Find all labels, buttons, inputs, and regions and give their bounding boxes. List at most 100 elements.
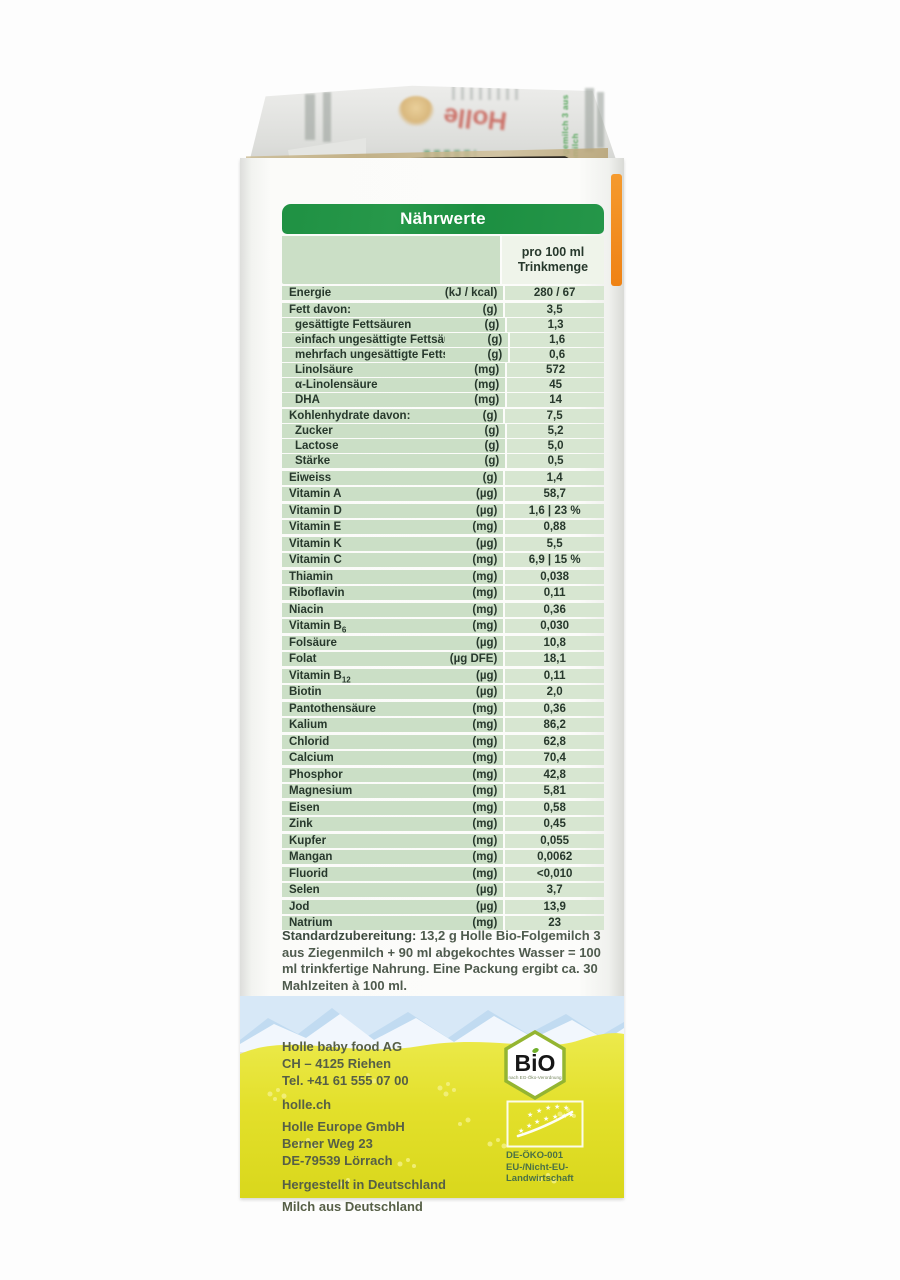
nutrient-unit: (mg) xyxy=(437,586,504,600)
nutrient-label: Fluorid xyxy=(282,866,438,881)
flap-fineprint-blur xyxy=(452,85,522,100)
text-line: Tel. +41 61 555 07 00 xyxy=(282,1073,409,1088)
nutrient-unit: (µg) xyxy=(437,668,504,683)
nutrition-row: Selen (µg) 3,7 xyxy=(282,883,605,897)
bio-logo-subtext: nach EG-Öko-Verordnung xyxy=(508,1074,562,1080)
nutrient-value: 7,5 xyxy=(505,409,605,423)
nutrition-row: Biotin (µg) 2,0 xyxy=(282,685,605,699)
nutrient-value: 70,4 xyxy=(505,751,605,765)
nutrient-label: Biotin xyxy=(282,685,438,699)
nutrient-value: 1,6 xyxy=(510,332,604,347)
nutrient-unit: (µg) xyxy=(437,536,504,551)
nutrient-value: 0,11 xyxy=(505,586,605,600)
nutrient-unit: (µg) xyxy=(437,899,504,914)
nutrient-value: 62,8 xyxy=(505,734,605,749)
svg-text:★: ★ xyxy=(536,1107,542,1115)
nutrient-value: 3,5 xyxy=(505,302,605,317)
nutrient-unit: (µg) xyxy=(437,685,504,699)
nutrition-row: mehrfach ungesättigte Fettsäuren (g) 0,6 xyxy=(282,347,604,362)
nutrition-row: Riboflavin (mg) 0,11 xyxy=(282,586,605,600)
svg-text:BiO: BiO xyxy=(515,1050,556,1076)
svg-text:★: ★ xyxy=(552,1113,558,1121)
nutrition-row: einfach ungesättigte Fettsäuren (g) 1,6 xyxy=(282,332,604,347)
nutrition-row: Thiamin (mg) 0,038 xyxy=(282,569,605,584)
nutrient-unit: (g) xyxy=(437,302,504,317)
nutrient-unit: (mg) xyxy=(437,701,504,716)
nutrient-unit: (mg) xyxy=(437,800,504,815)
nutrient-value: 18,1 xyxy=(505,652,605,666)
nutrient-value: 0,055 xyxy=(505,833,605,848)
nutrient-label: Linolsäure xyxy=(282,362,441,377)
nutrient-unit: (mg) xyxy=(437,569,504,584)
nutrition-row: Mangan (mg) 0,0062 xyxy=(282,850,605,864)
text-line: DE-79539 Lörrach xyxy=(282,1153,393,1168)
nutrient-label: Lactose xyxy=(282,439,441,453)
svg-text:★: ★ xyxy=(527,1111,533,1119)
nutrient-value: 5,0 xyxy=(507,439,604,453)
svg-text:★: ★ xyxy=(526,1122,532,1130)
nutrient-value: 572 xyxy=(507,362,604,377)
text-line: Landwirtschaft xyxy=(506,1173,574,1184)
nutrient-label: Zink xyxy=(282,817,438,831)
eco-certification-codes: DE-ÖKO-001 EU-/Nicht-EU- Landwirtschaft xyxy=(506,1150,574,1185)
nutrient-unit: (µg) xyxy=(437,487,504,501)
nutrition-row: Vitamin B6 (mg) 0,030 xyxy=(282,619,605,634)
nutrient-unit: (g) xyxy=(437,470,504,485)
nutrition-row: Eisen (mg) 0,58 xyxy=(282,800,605,815)
nutrition-row: Vitamin C (mg) 6,9 | 15 % xyxy=(282,553,605,567)
nutrient-value: 0,45 xyxy=(505,817,605,831)
flap-side-paragraph-blur xyxy=(597,92,604,148)
nutrition-rows: Energie (kJ / kcal) 280 / 67 Fett davon: (g)… xyxy=(282,286,605,930)
nutrient-unit: (µg) xyxy=(437,503,504,518)
nutrition-row: Vitamin K (µg) 5,5 xyxy=(282,536,605,551)
meadow-artwork: Holle baby food AG CH – 4125 Riehen Tel. +… xyxy=(240,1024,624,1214)
nutrient-unit: (mg) xyxy=(437,817,504,831)
text-line: Holle Europe GmbH xyxy=(282,1119,405,1134)
nutrient-unit: (kJ / kcal) xyxy=(437,286,504,300)
nutrition-row: Jod (µg) 13,9 xyxy=(282,899,605,914)
nutrient-value: 0,58 xyxy=(505,800,605,815)
nutrient-value: 14 xyxy=(507,392,604,407)
nutrition-row: gesättigte Fettsäuren (g) 1,3 xyxy=(282,317,604,332)
nutrient-label: Eiweiss xyxy=(282,470,438,485)
nutrient-value: 3,7 xyxy=(505,883,605,897)
nutrient-label: Vitamin D xyxy=(282,503,438,518)
address-switzerland: Holle baby food AG CH – 4125 Riehen Tel. +… xyxy=(282,1038,446,1089)
nutrient-unit: (mg) xyxy=(437,767,504,782)
preparation-instructions: Standardzubereitung: 13,2 g Holle Bio-Fo… xyxy=(282,928,612,994)
nutrient-value: 0,0062 xyxy=(505,850,605,864)
nutrient-unit: (mg) xyxy=(440,377,506,392)
nutrient-unit: (mg) xyxy=(437,520,504,534)
nutrient-unit: (mg) xyxy=(440,392,506,407)
website-url: holle.ch xyxy=(282,1097,332,1112)
svg-text:★: ★ xyxy=(534,1118,540,1126)
nutrient-value: 0,5 xyxy=(507,454,604,468)
nutrition-row: Calcium (mg) 70,4 xyxy=(282,751,605,765)
nutrition-row: Magnesium (mg) 5,81 xyxy=(282,784,605,798)
nutrition-row: Natrium (mg) 23 xyxy=(282,916,605,930)
nutrition-row: Energie (kJ / kcal) 280 / 67 xyxy=(282,286,605,300)
nutrient-value: 0,038 xyxy=(505,569,605,584)
svg-text:★: ★ xyxy=(561,1112,567,1120)
svg-text:★: ★ xyxy=(554,1103,560,1111)
nutrient-label: Thiamin xyxy=(282,569,438,584)
nutrient-label: Zucker xyxy=(282,424,441,438)
nutrient-label: Riboflavin xyxy=(282,586,438,600)
nutrient-label: Kalium xyxy=(282,718,438,732)
text-line: Holle baby food AG xyxy=(282,1039,403,1054)
text-line: CH – 4125 Riehen xyxy=(282,1056,392,1071)
text-line: DE-ÖKO-001 xyxy=(506,1150,564,1161)
nutrient-value: 5,5 xyxy=(505,536,605,551)
nutrient-value: 23 xyxy=(505,916,605,930)
nutrient-value: 10,8 xyxy=(505,635,605,650)
nutrition-row: Pantothensäure (mg) 0,36 xyxy=(282,701,605,716)
svg-text:★: ★ xyxy=(568,1111,574,1119)
nutrient-value: 6,9 | 15 % xyxy=(505,553,605,567)
svg-text:★: ★ xyxy=(545,1104,551,1112)
nutrient-label: Stärke xyxy=(282,454,441,468)
nutrient-label: DHA xyxy=(282,392,441,407)
nutrient-label: Chlorid xyxy=(282,734,438,749)
nutrient-label: Jod xyxy=(282,899,438,914)
nutrient-label: Vitamin K xyxy=(282,536,438,551)
nutrient-unit: (µg) xyxy=(437,883,504,897)
